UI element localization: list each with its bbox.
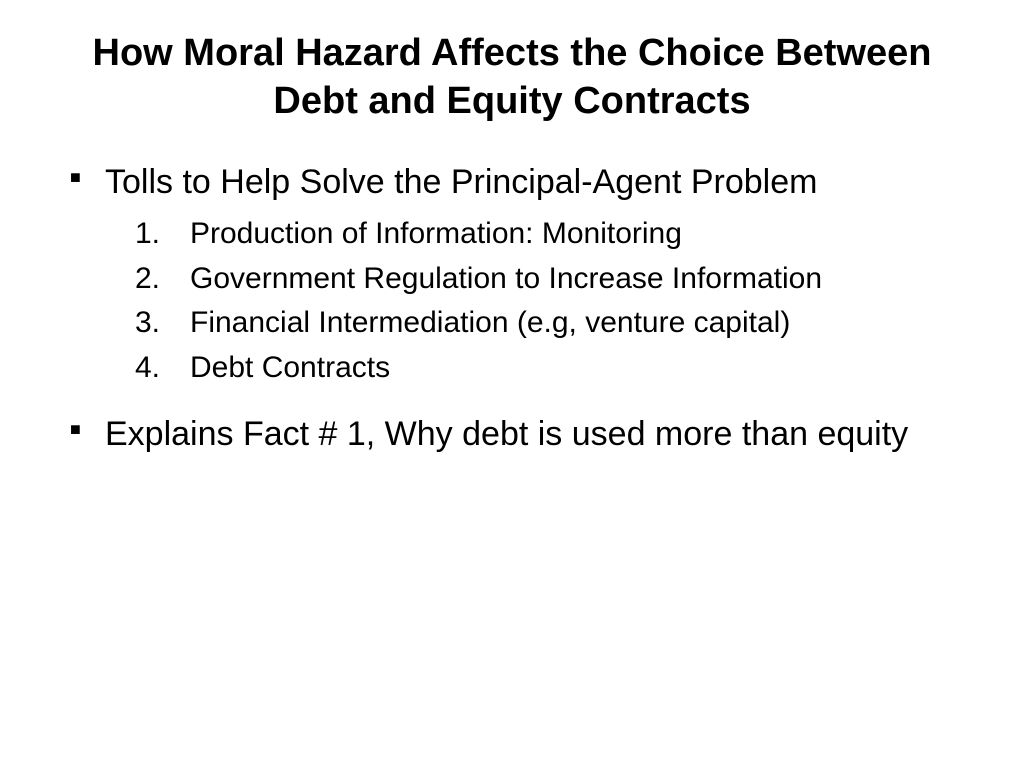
numbered-item-4: 4. Debt Contracts (50, 348, 974, 389)
item-number: 2. (135, 259, 160, 300)
item-number: 3. (135, 303, 160, 344)
bullet-text: Tolls to Help Solve the Principal-Agent … (105, 163, 817, 201)
bullet-text: Explains Fact # 1, Why debt is used more… (105, 415, 908, 453)
bullet-item-1: Tolls to Help Solve the Principal-Agent … (50, 160, 974, 204)
numbered-item-2: 2. Government Regulation to Increase Inf… (50, 259, 974, 300)
numbered-item-1: 1. Production of Information: Monitoring (50, 214, 974, 255)
item-text: Financial Intermediation (e.g, venture c… (190, 306, 790, 339)
numbered-item-3: 3. Financial Intermediation (e.g, ventur… (50, 303, 974, 344)
item-text: Production of Information: Monitoring (190, 217, 682, 250)
slide-title: How Moral Hazard Affects the Choice Betw… (50, 30, 974, 125)
item-number: 1. (135, 214, 160, 255)
numbered-list: 1. Production of Information: Monitoring… (50, 214, 974, 388)
item-text: Government Regulation to Increase Inform… (190, 262, 822, 295)
bullet-list-2: Explains Fact # 1, Why debt is used more… (50, 412, 974, 456)
item-text: Debt Contracts (190, 351, 390, 384)
bullet-list: Tolls to Help Solve the Principal-Agent … (50, 160, 974, 204)
item-number: 4. (135, 348, 160, 389)
bullet-item-2: Explains Fact # 1, Why debt is used more… (50, 412, 974, 456)
